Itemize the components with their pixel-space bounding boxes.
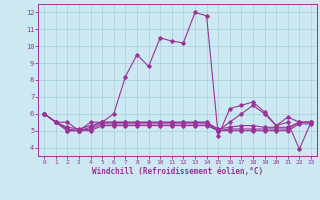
X-axis label: Windchill (Refroidissement éolien,°C): Windchill (Refroidissement éolien,°C)	[92, 167, 263, 176]
